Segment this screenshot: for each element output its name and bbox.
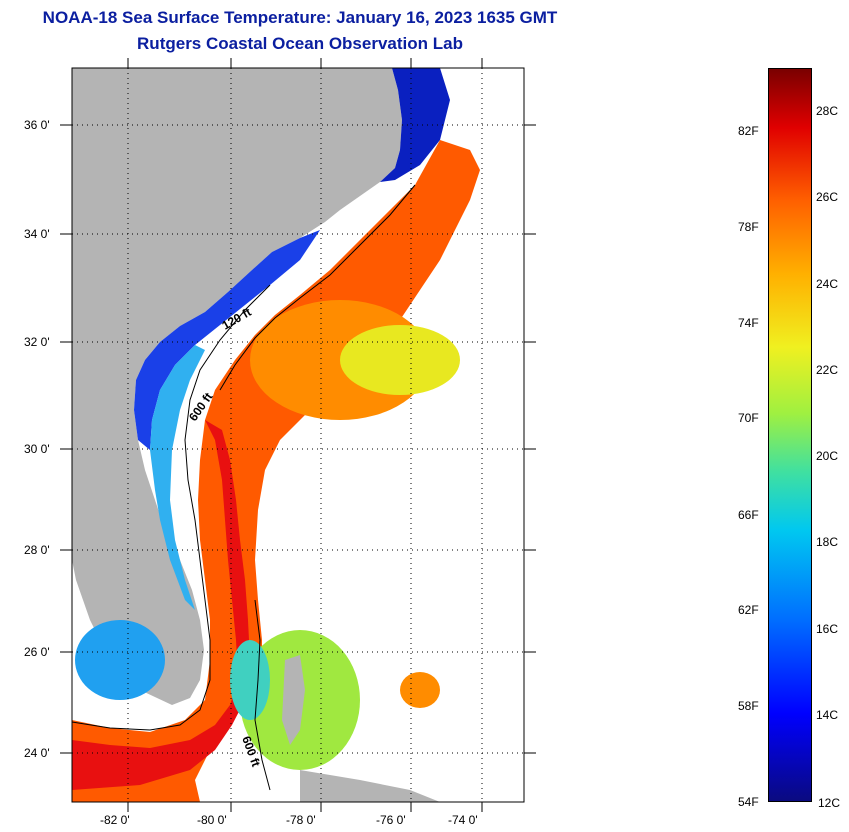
colorbar-f-66: 66F xyxy=(738,508,759,522)
cold-coastal-band xyxy=(380,68,450,182)
lon-label-76: -76 0' xyxy=(376,813,406,827)
map-title: NOAA-18 Sea Surface Temperature: January… xyxy=(42,8,558,27)
colorbar-c-16: 16C xyxy=(816,622,839,636)
yellow-patch xyxy=(340,325,460,395)
colorbar-c-20: 20C xyxy=(816,449,839,463)
warm-patch-east xyxy=(400,672,440,708)
cold-shelf-band xyxy=(134,230,320,450)
lat-label-24: 24 0' xyxy=(24,746,50,760)
gulf-stream xyxy=(72,140,480,802)
map-subtitle: Rutgers Coastal Ocean Observation Lab xyxy=(137,34,463,53)
teal-patch xyxy=(230,640,270,720)
colorbar-c-14: 14C xyxy=(816,708,839,722)
bahamas-land xyxy=(282,655,305,745)
lat-label-28: 28 0' xyxy=(24,543,50,557)
contour-600ft-bahamas xyxy=(254,599,271,791)
frame-ticks xyxy=(60,58,536,812)
lat-label-26: 26 0' xyxy=(24,645,50,659)
lat-label-36: 36 0' xyxy=(24,118,50,132)
hot-core xyxy=(72,420,250,790)
lat-label-34: 34 0' xyxy=(24,227,50,241)
lon-label-78: -78 0' xyxy=(286,813,316,827)
colorbar-f-82: 82F xyxy=(738,124,759,138)
colorbar-c-18: 18C xyxy=(816,535,839,549)
cuba-land xyxy=(300,770,440,802)
lon-label-74: -74 0' xyxy=(448,813,478,827)
contour-600ft xyxy=(72,284,271,731)
colorbar-c-12: 12C xyxy=(818,796,841,810)
cyan-shelf-band xyxy=(150,345,205,610)
colorbar-c-28: 28C xyxy=(816,104,839,118)
colorbar-f-58: 58F xyxy=(738,699,759,713)
map-frame xyxy=(71,67,525,803)
land-area xyxy=(72,68,402,705)
florida-cold-patch xyxy=(75,620,165,700)
temperature-colorbar xyxy=(768,68,812,802)
colorbar-c-26: 26C xyxy=(816,190,839,204)
contour-120ft xyxy=(219,184,416,391)
lat-gridlines xyxy=(72,124,524,754)
colorbar-c-22: 22C xyxy=(816,363,839,377)
colorbar-f-78: 78F xyxy=(738,220,759,234)
colorbar-f-74: 74F xyxy=(738,316,759,330)
lat-label-30: 30 0' xyxy=(24,442,50,456)
lon-label-80: -80 0' xyxy=(197,813,227,827)
colorbar-f-70: 70F xyxy=(738,411,759,425)
colorbar-c-24: 24C xyxy=(816,277,839,291)
colorbar-f-62: 62F xyxy=(738,603,759,617)
lon-label-82: -82 0' xyxy=(100,813,130,827)
map-field xyxy=(72,68,524,802)
lat-label-32: 32 0' xyxy=(24,335,50,349)
colorbar-f-54: 54F xyxy=(738,795,759,809)
